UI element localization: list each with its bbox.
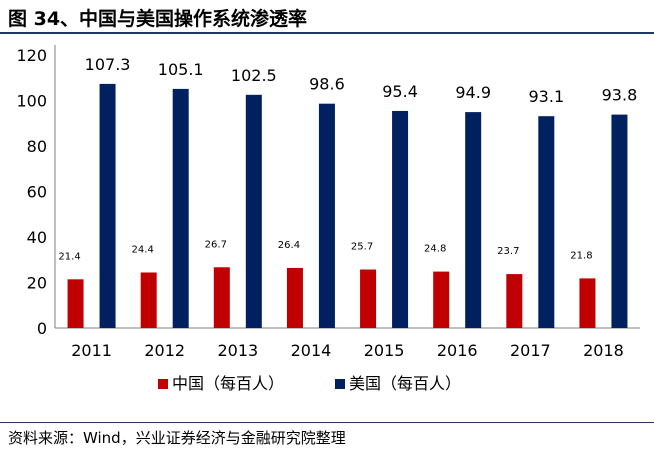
bar-china — [506, 274, 523, 328]
title-rule — [0, 32, 654, 34]
data-label-china: 25.7 — [351, 242, 373, 253]
bar-usa — [245, 94, 262, 328]
bar-china — [213, 267, 230, 328]
x-tick-label: 2013 — [217, 341, 258, 360]
data-label-usa: 94.9 — [455, 83, 491, 102]
y-tick-label: 80 — [27, 137, 47, 156]
legend-swatch-china — [158, 379, 168, 389]
bar-usa — [611, 114, 628, 328]
data-label-china: 26.4 — [278, 240, 300, 251]
y-tick-label: 100 — [16, 92, 47, 111]
x-tick-label: 2017 — [510, 341, 551, 360]
data-label-china: 21.8 — [570, 250, 592, 261]
x-tick-label: 2016 — [437, 341, 478, 360]
legend-label-china: 中国（每百人） — [172, 374, 284, 393]
data-label-usa: 107.3 — [85, 55, 131, 74]
bar-usa — [538, 116, 555, 328]
bars — [67, 83, 628, 329]
source-note: 资料来源：Wind，兴业证券经济与金融研究院整理 — [8, 429, 346, 447]
y-axis: 0 20 40 60 80 100 120 — [16, 45, 56, 338]
bar-usa — [318, 103, 335, 328]
bar-usa — [392, 110, 409, 328]
x-axis: 2011 2012 2013 2014 2015 2016 2017 2018 — [55, 327, 640, 360]
y-tick-label: 120 — [16, 46, 47, 65]
data-label-usa: 105.1 — [158, 60, 204, 79]
bar-usa — [99, 83, 116, 328]
data-label-china: 26.7 — [205, 239, 227, 250]
data-label-china: 21.4 — [58, 251, 80, 262]
data-label-usa: 93.1 — [529, 87, 565, 106]
data-label-china: 23.7 — [497, 246, 519, 257]
x-tick-label: 2011 — [71, 341, 112, 360]
data-label-china: 24.4 — [132, 244, 154, 255]
bar-china — [360, 269, 377, 328]
data-label-usa: 102.5 — [231, 66, 277, 85]
y-tick-label: 60 — [27, 183, 47, 202]
figure-title: 图 34、中国与美国操作系统渗透率 — [8, 8, 308, 30]
x-tick-label: 2018 — [583, 341, 624, 360]
bar-china — [140, 272, 157, 328]
bar-usa — [465, 112, 482, 328]
x-tick-label: 2015 — [364, 341, 405, 360]
x-tick-label: 2014 — [291, 341, 332, 360]
x-tick-label: 2012 — [144, 341, 185, 360]
y-tick-label: 20 — [27, 274, 47, 293]
bar-usa — [172, 88, 189, 329]
data-label-usa: 93.8 — [602, 86, 638, 105]
y-tick-label: 40 — [27, 228, 47, 247]
bar-labels: 21.4 24.4 26.7 26.4 25.7 24.8 23.7 21.8 107.3 105… — [58, 55, 637, 262]
data-label-usa: 98.6 — [309, 75, 345, 94]
footer-rule — [0, 422, 654, 423]
bar-china — [286, 267, 303, 328]
bar-chart: 0 20 40 60 80 100 120 2011 2012 2013 2014 2015 2016… — [16, 45, 640, 393]
data-label-china: 24.8 — [424, 244, 446, 255]
data-label-usa: 95.4 — [382, 82, 418, 101]
legend-swatch-usa — [335, 379, 345, 389]
bar-china — [433, 271, 450, 328]
legend-label-usa: 美国（每百人） — [349, 374, 461, 393]
legend: 中国（每百人） 美国（每百人） — [158, 374, 461, 393]
bar-china — [579, 278, 596, 328]
bar-china — [67, 279, 84, 328]
y-tick-label: 0 — [37, 319, 47, 338]
